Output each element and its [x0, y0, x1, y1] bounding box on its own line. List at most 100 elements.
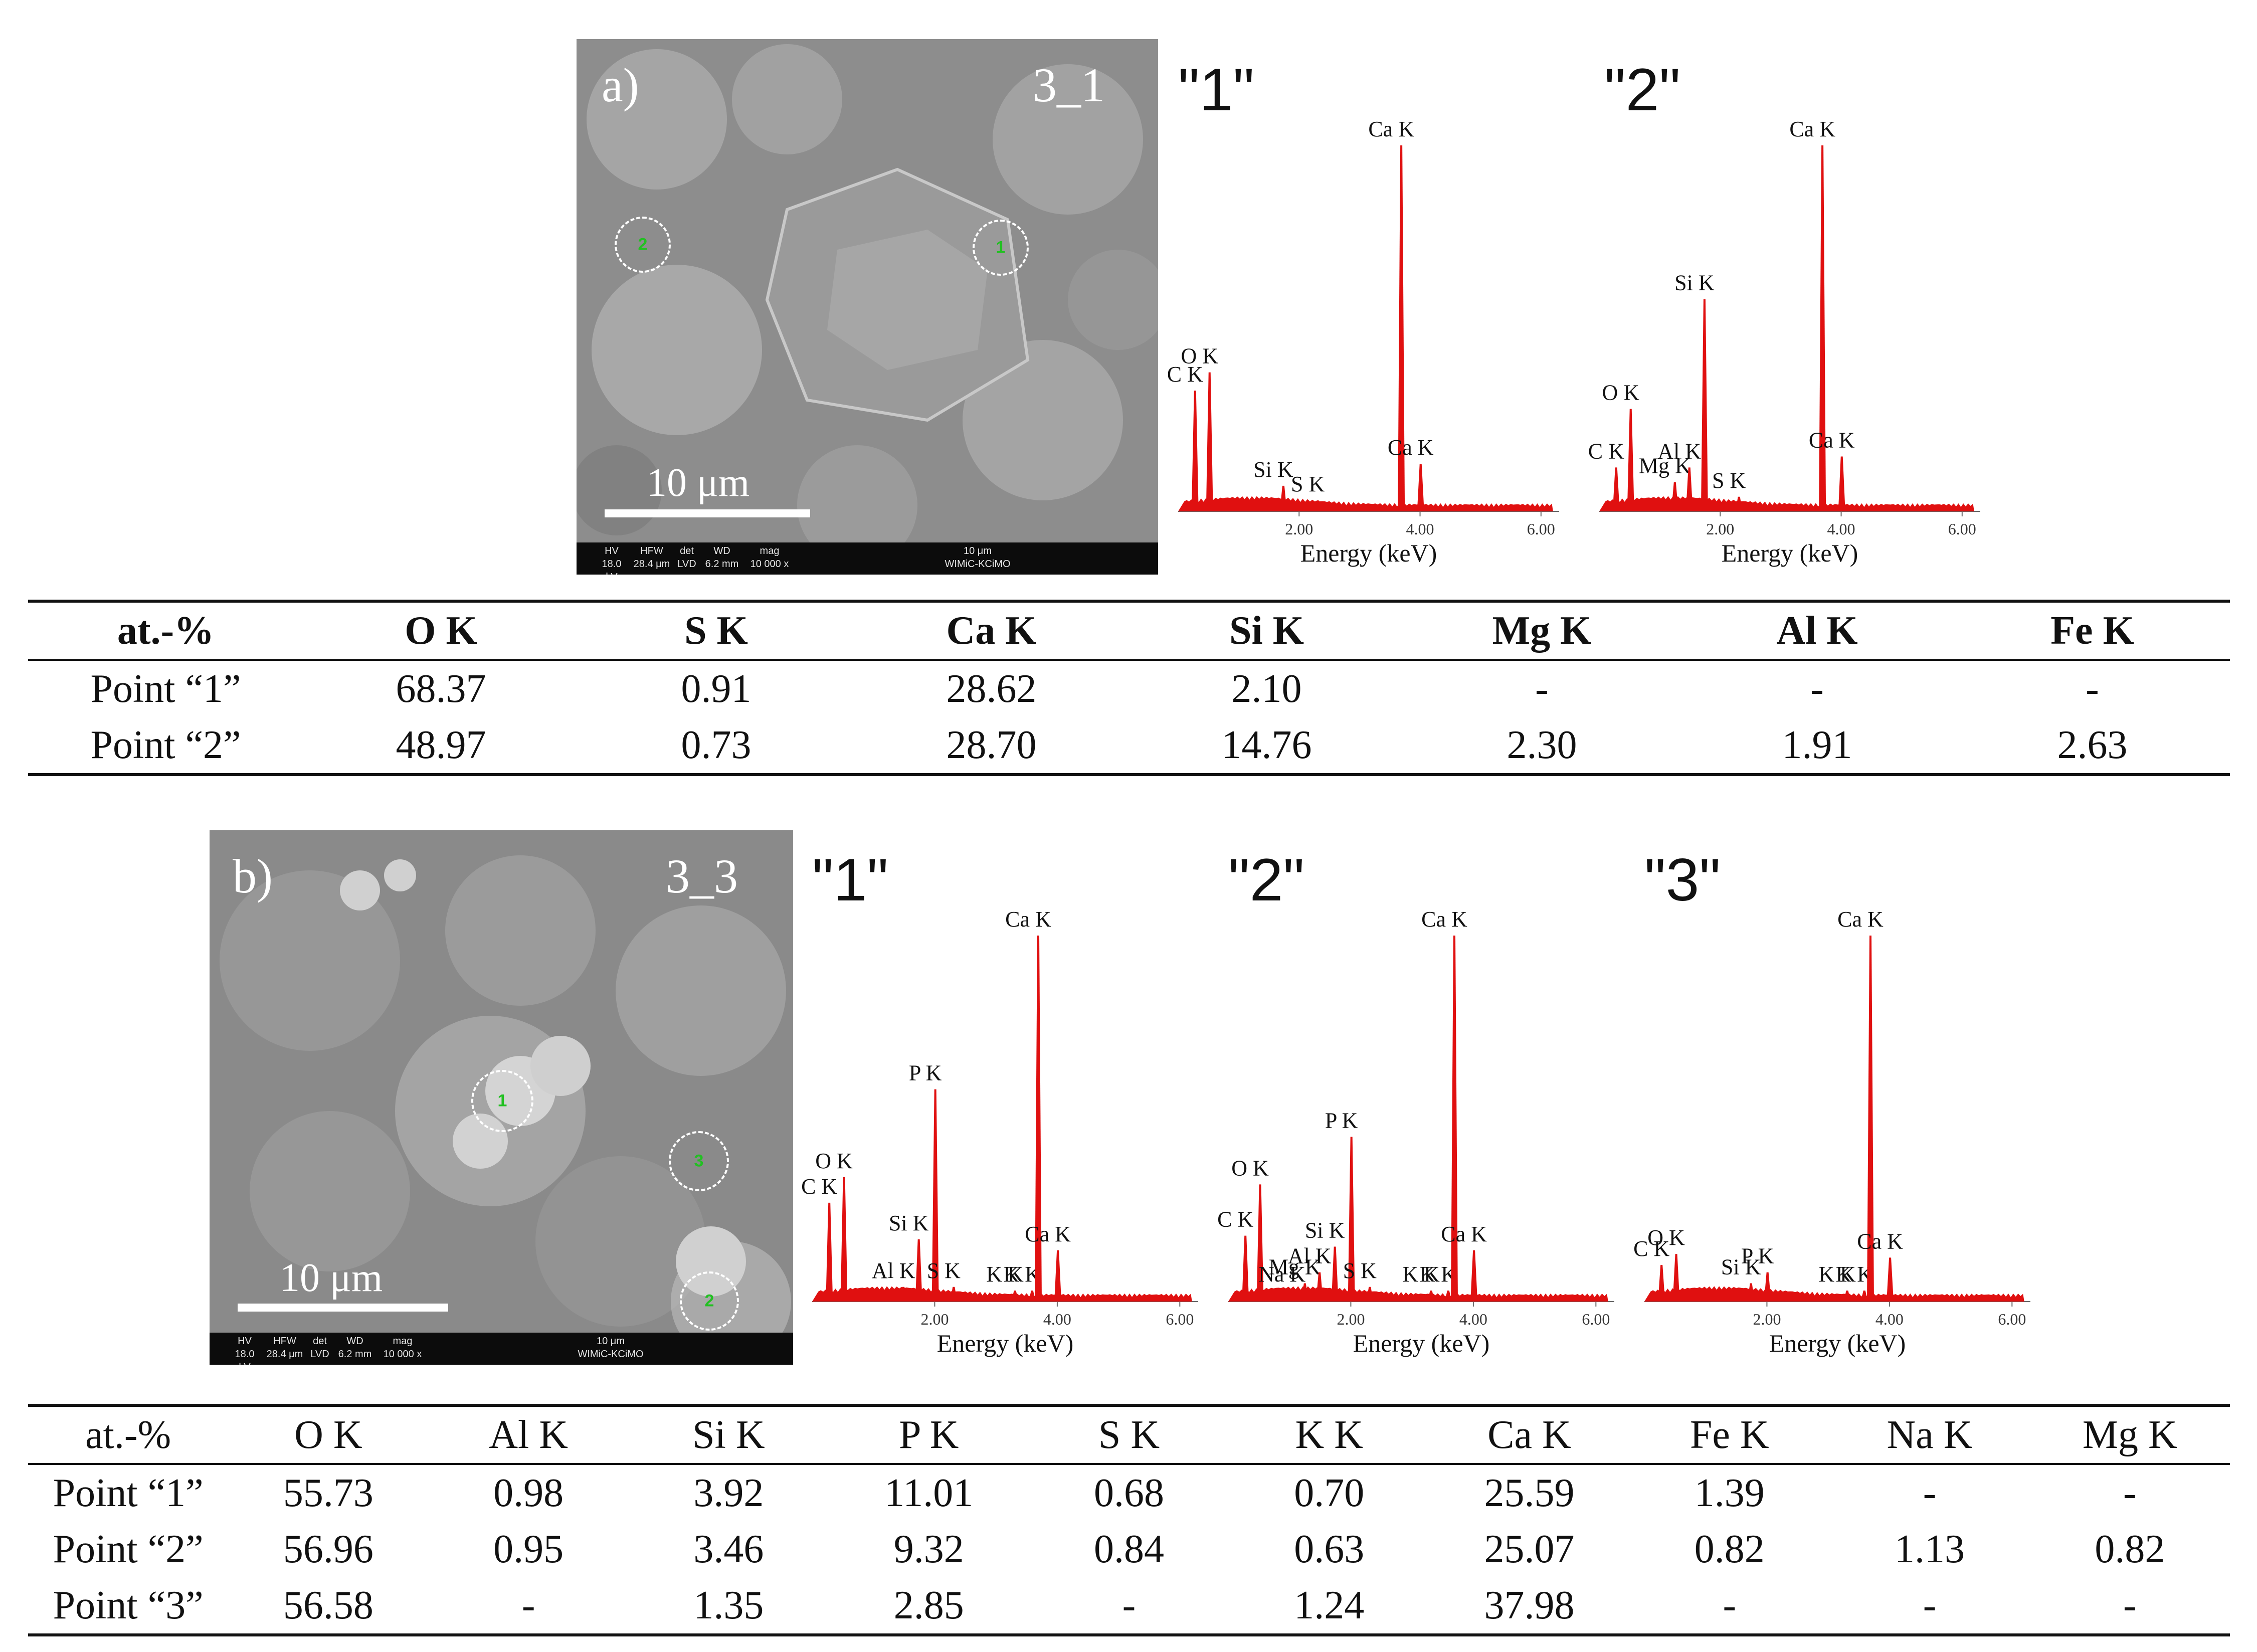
table-cell: 9.32: [893, 1527, 964, 1571]
peak-label: P K: [1325, 1109, 1358, 1133]
table-cell: 2.63: [2057, 722, 2128, 767]
table-row: Point “3” 56.58 - 1.35 2.85 - 1.24 37.98…: [28, 1577, 2230, 1635]
table-row: Point “1” 55.73 0.98 3.92 11.01 0.68 0.7…: [28, 1464, 2230, 1521]
header-cell: Fe K: [1629, 1405, 1830, 1465]
info-wd: WD 6.2 mm: [705, 545, 739, 570]
header-cell: Fe K: [1955, 601, 2230, 661]
tick-label: 6.00: [1948, 520, 1976, 538]
spectrum-peak: [1444, 1291, 1452, 1302]
table-cell: Point “3”: [53, 1583, 204, 1627]
point-marker-2: 2: [680, 1271, 739, 1331]
spectrum-peak: [900, 1287, 907, 1302]
table-cell: Point “2”: [90, 722, 241, 767]
peak-label: O K: [1231, 1156, 1269, 1180]
peak-label: Si K: [1305, 1218, 1345, 1243]
header-cell: K K: [1229, 1405, 1429, 1465]
table-cell: -: [1923, 1583, 1937, 1627]
table-cell: 1.35: [693, 1583, 764, 1627]
point-marker-3: 3: [669, 1131, 729, 1191]
table-cell: 56.96: [283, 1527, 373, 1571]
spectrum-peak: [915, 1239, 922, 1302]
spectrum-peak: [1843, 1291, 1851, 1302]
header-cell: P K: [829, 1405, 1029, 1465]
peak-label: K K: [1003, 1262, 1041, 1287]
peak-label: Ca K: [1388, 435, 1434, 460]
table-cell: 0.63: [1294, 1527, 1365, 1571]
point-marker-1: 1: [973, 220, 1029, 276]
peak-label: Ca K: [1368, 117, 1414, 141]
scale-label-b: 10 μm: [280, 1256, 383, 1300]
spectrum-title-b3: "3": [1644, 846, 1721, 913]
scale-label-a: 10 μm: [647, 461, 750, 505]
table-cell: 1.13: [1895, 1527, 1965, 1571]
peak-label: Ca K: [1441, 1222, 1487, 1246]
table-cell: 37.98: [1484, 1583, 1575, 1627]
table-cell: 25.59: [1484, 1471, 1575, 1515]
peak-label: Si K: [1674, 271, 1715, 295]
spectrum-peak: [1735, 496, 1743, 511]
spectrum-peak: [950, 1287, 958, 1302]
table-cell: 25.07: [1484, 1527, 1575, 1571]
table-cell: 0.91: [681, 666, 751, 711]
table-cell: 56.58: [283, 1583, 373, 1627]
spectrum-baseline: [812, 1286, 1192, 1302]
peak-label: Ca K: [1421, 907, 1467, 932]
spectrum-peak: [1331, 1246, 1339, 1302]
tick-label: 6.00: [1166, 1310, 1194, 1328]
spectrum-peak: [1348, 1137, 1355, 1302]
table-row: Point “2” 56.96 0.95 3.46 9.32 0.84 0.63…: [28, 1521, 2230, 1577]
peak-label: C K: [1218, 1207, 1254, 1232]
info-hfw: HFW 28.4 μm: [266, 1336, 303, 1360]
spectrum-a2: C K O K Mg KAl K Si K S K Ca K Ca K 2.00 4.00 6.0…: [1589, 117, 1980, 567]
tick-label: 6.00: [1998, 1310, 2026, 1328]
tick-label: 2.00: [1337, 1310, 1365, 1328]
spectrum-peak: [1838, 456, 1845, 511]
peak-label: Mg K: [1639, 454, 1691, 478]
peak-label: O K: [1181, 344, 1218, 369]
peak-label: Na K: [1258, 1262, 1305, 1287]
table-cell: 2.10: [1231, 666, 1302, 711]
spectrum-peak: [1867, 936, 1874, 1302]
table-cell: 3.46: [693, 1527, 764, 1571]
composition-table-b: at.-% O K Al K Si K P K S K K K Ca K Fe …: [28, 1404, 2230, 1636]
peak-label: K K: [986, 1262, 1024, 1287]
spectrum-title-a1: "1": [1178, 56, 1254, 123]
table-cell: -: [1723, 1583, 1737, 1627]
peak-label: Mg K: [1269, 1255, 1321, 1279]
header-cell: O K: [228, 1405, 429, 1465]
peak-label: C K: [1589, 439, 1624, 463]
tick-label: 4.00: [1459, 1310, 1487, 1328]
scale-bar-a: [605, 509, 810, 517]
table-header-row: at.-% O K Al K Si K P K S K K K Ca K Fe …: [28, 1405, 2230, 1465]
info-mag: mag 10 000 x: [383, 1336, 422, 1360]
peak-label: Ca K: [1025, 1222, 1071, 1246]
spectrum-peak: [1288, 1291, 1296, 1302]
table-cell: 0.95: [493, 1527, 564, 1571]
spectrum-peak: [1316, 1272, 1324, 1302]
table-cell: -: [1923, 1471, 1937, 1515]
spectrum-peak: [1685, 467, 1693, 511]
tick-label: 4.00: [1043, 1310, 1071, 1328]
x-axis-label: Energy (keV): [1353, 1329, 1490, 1357]
spectrum-peak: [1451, 936, 1458, 1302]
info-wd: WD 6.2 mm: [338, 1336, 372, 1360]
spectrum-baseline: [1228, 1286, 1608, 1302]
spectrum-peak: [1417, 464, 1424, 511]
peak-label: Al K: [872, 1258, 915, 1283]
peak-label: K K: [1818, 1262, 1856, 1287]
header-cell: S K: [579, 601, 854, 661]
table-cell: -: [2123, 1471, 2137, 1515]
peak-label: Ca K: [1789, 117, 1835, 141]
peak-label: K K: [1419, 1262, 1457, 1287]
table-cell: 14.76: [1221, 722, 1312, 767]
peak-label: O K: [1602, 381, 1639, 405]
header-cell: at.-%: [28, 601, 303, 661]
x-axis-label: Energy (keV): [1769, 1329, 1906, 1357]
info-mag: mag 10 000 x: [750, 545, 789, 570]
spectrum-peak: [1671, 482, 1678, 511]
peak-label: S K: [1343, 1258, 1377, 1283]
spectrum-peak: [1206, 372, 1213, 511]
